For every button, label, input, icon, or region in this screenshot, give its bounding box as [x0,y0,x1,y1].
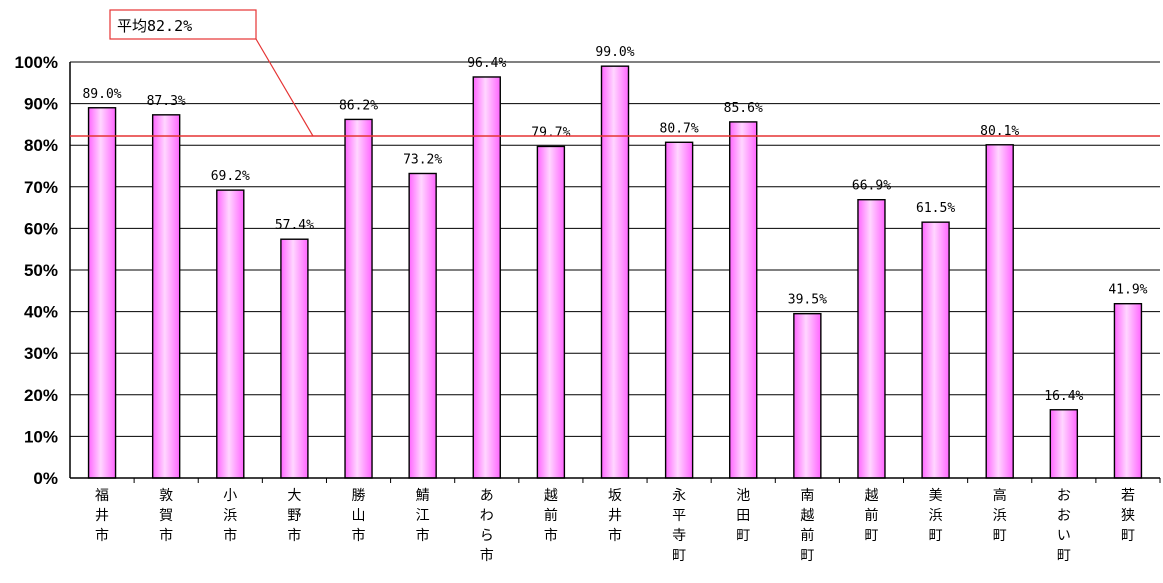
average-label: 平均82.2% [117,17,192,35]
bar [472,76,501,479]
y-tick-label: 80% [24,136,58,155]
bar [1113,302,1143,479]
x-tick-label: 敦賀市 [159,488,173,544]
y-tick-label: 20% [24,386,58,405]
data-label: 79.7% [531,125,570,140]
x-tick-label: 美浜町 [929,488,943,544]
x-tick-label: 鯖江市 [416,488,430,544]
bar [87,107,117,479]
data-label: 39.5% [788,293,827,308]
x-tick-label: 越前町 [864,488,878,544]
y-tick-label: 30% [24,344,58,363]
data-label: 66.9% [852,179,891,194]
data-label: 61.5% [916,201,955,216]
y-axis: 0% 10% 20% 30% 40% 50% 60% 70% 80% 90% 100% [15,53,71,488]
bar [921,221,950,479]
x-tick-label: 高浜町 [993,487,1007,544]
data-label: 41.9% [1108,283,1147,298]
y-tick-label: 10% [24,427,58,446]
x-tick-label: 永平寺町 [672,488,686,564]
bar [216,189,245,479]
y-tick-label: 0% [33,469,58,488]
x-tick-label: 南越前町 [800,488,814,564]
y-tick-label: 100% [15,53,58,72]
y-tick-label: 70% [24,178,58,197]
x-tick-label: 若狭町 [1121,488,1135,544]
x-tick-label: 池田町 [736,488,750,544]
y-tick-label: 90% [24,95,58,114]
y-tick-label: 40% [24,303,58,322]
average-leader-line [255,38,314,137]
x-tick-label: 越前市 [544,488,558,544]
data-label: 99.0% [595,45,634,60]
average-label-box [109,9,257,40]
bar [408,172,437,479]
data-label: 86.2% [339,98,378,113]
data-label: 89.0% [82,87,121,102]
x-axis: 福井市 敦賀市 小浜市 大野市 勝山市 鯖江市 あわら市 越前市 坂井市 永平寺町 池田町 南越前町 越… [70,477,1161,564]
bars-group [87,65,1143,479]
data-label: 96.4% [467,56,506,71]
bar [729,121,758,479]
data-label: 85.6% [724,101,763,116]
bar [151,114,181,479]
data-label: 57.4% [275,218,314,233]
x-tick-label: おおい町 [1057,488,1071,564]
bar [536,145,566,479]
data-label: 80.1% [980,124,1019,139]
x-tick-label: 小浜市 [223,488,237,544]
data-labels-group: 89.0% 87.3% 69.2% 57.4% 86.2% 73.2% 96.4% 79.7%… [82,45,1147,404]
bar [280,238,309,479]
data-label: 73.2% [403,152,442,167]
data-label: 69.2% [211,169,250,184]
bar [985,144,1014,479]
x-tick-label: 大野市 [287,488,301,544]
data-label: 16.4% [1044,389,1083,404]
x-tick-label: 坂井市 [608,488,622,544]
bar [793,312,822,479]
bar [857,198,886,479]
bar [600,65,630,479]
bar [344,118,373,479]
y-tick-label: 50% [24,261,58,280]
bar [1049,409,1079,479]
data-label: 80.7% [660,121,699,136]
data-label: 87.3% [147,94,186,109]
x-tick-label: 勝山市 [352,488,366,544]
x-tick-label: 福井市 [95,488,109,544]
average-annotation: 平均82.2% [70,9,1160,137]
y-tick-label: 60% [24,219,58,238]
x-tick-label: あわら市 [480,488,494,564]
bar [664,141,694,479]
